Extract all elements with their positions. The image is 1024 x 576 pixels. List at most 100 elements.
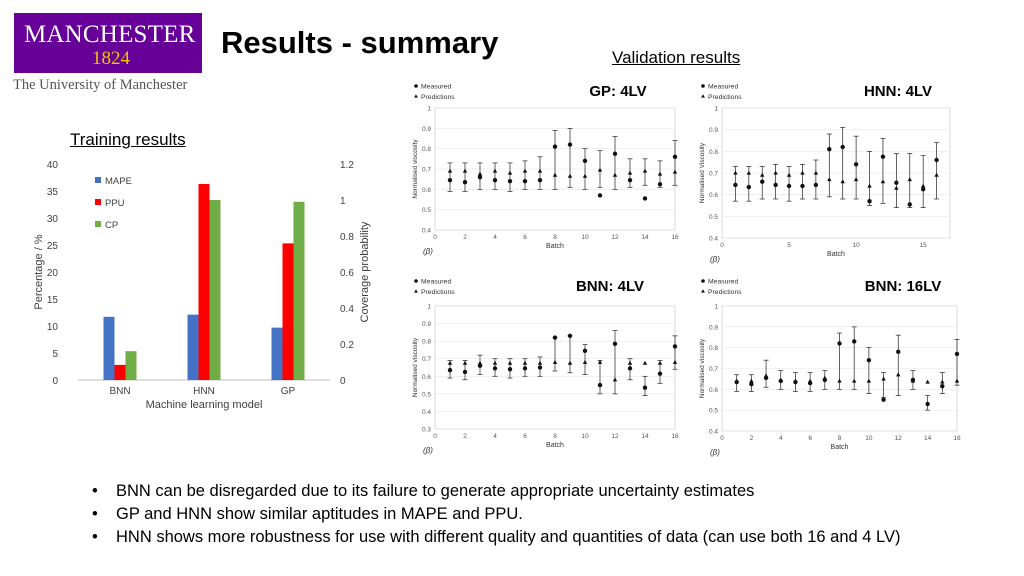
prediction-point (881, 376, 886, 381)
university-name: The University of Manchester (13, 77, 188, 93)
y2-tick-label: 0 (340, 376, 346, 387)
gp-4lv-validation-chart: 0.40.50.60.70.80.910 2 4 6 8 10 12 14 16BatchNor… (412, 83, 679, 256)
y-tick-label: 0 (52, 376, 58, 387)
prediction-point (627, 170, 633, 175)
bar-cp (125, 351, 137, 380)
y-tick-label: 0.8 (709, 149, 718, 156)
prediction-point (925, 379, 930, 384)
x-tick-label: 14 (924, 435, 932, 442)
prediction-point (746, 170, 752, 175)
y-tick-label: 15 (47, 295, 59, 306)
y-tick-label: 0.5 (422, 207, 431, 214)
chart-subtitle: (β) (423, 446, 433, 455)
logo-wordmark: MANCHESTER (24, 21, 196, 48)
legend-label-mape: MAPE (105, 176, 132, 187)
measured-point (954, 351, 960, 357)
prediction-point (954, 378, 960, 383)
measured-point (597, 382, 603, 388)
measured-point (462, 369, 468, 375)
x-tick-label: 16 (671, 234, 679, 241)
measured-point (567, 333, 573, 339)
y-tick-label: 0.9 (709, 127, 718, 134)
legend-swatch-ppu (95, 199, 101, 205)
measured-point (492, 177, 498, 183)
measured-point (734, 379, 739, 385)
y2-tick-label: 0.2 (340, 340, 354, 351)
prediction-point (552, 359, 558, 364)
prediction-point (507, 170, 513, 175)
measured-point (733, 182, 738, 188)
measured-point (537, 177, 543, 183)
prediction-point (522, 360, 528, 365)
y-tick-label: 0.7 (709, 171, 718, 178)
y-tick-label: 0.8 (422, 339, 431, 346)
x-tick-label: 8 (553, 234, 557, 241)
measured-point (880, 154, 886, 159)
measured-point (447, 177, 453, 183)
legend-measured-label: Measured (421, 84, 451, 91)
x-tick-label: 0 (433, 234, 437, 241)
measured-point (778, 378, 783, 384)
x-tick-label: 12 (895, 435, 903, 442)
prediction-point (567, 360, 573, 365)
prediction-point (462, 168, 468, 173)
measured-point (612, 341, 618, 346)
prediction-point (627, 360, 633, 365)
x-tick-label: 14 (641, 433, 649, 440)
measured-point (552, 335, 558, 340)
prediction-point (749, 378, 754, 383)
slide-title: Results - summary (221, 25, 499, 60)
measured-point (657, 182, 663, 187)
prediction-point (582, 359, 588, 364)
x-tick-label: 0 (720, 435, 724, 442)
y-tick-label: 0.8 (422, 146, 431, 153)
prediction-point (597, 359, 603, 364)
legend-swatch-mape (95, 177, 101, 183)
x-tick-label: 16 (671, 433, 679, 440)
y-tick-label: 0.7 (422, 167, 431, 174)
measured-point (896, 349, 901, 355)
x-tick-label: 6 (523, 433, 527, 440)
legend-measured-marker (701, 84, 705, 88)
y-tick-label: 0.4 (709, 429, 718, 436)
y-tick-label: 40 (47, 160, 59, 171)
y-tick-label: 0.7 (709, 366, 718, 373)
chart-title: GP: 4LV (589, 83, 646, 100)
x-tick-label: 0 (720, 242, 724, 249)
measured-point (522, 179, 528, 184)
x-tick-label: 6 (523, 234, 527, 241)
y-tick-label: 0.4 (422, 409, 431, 416)
prediction-point (537, 168, 543, 173)
y-tick-label: 0.6 (422, 374, 431, 381)
prediction-point (612, 377, 618, 382)
bullet-item: HNN shows more robustness for use with d… (86, 526, 946, 549)
prediction-point (552, 172, 558, 177)
bar-cp (293, 201, 305, 380)
prediction-point (567, 173, 573, 178)
legend-predictions-label: Predictions (421, 94, 455, 101)
measured-point (627, 366, 633, 371)
y-tick-label: 1 (714, 304, 718, 311)
measured-point (786, 183, 792, 189)
measured-point (793, 379, 798, 385)
measured-point (462, 180, 468, 185)
y-tick-label: 35 (47, 187, 59, 198)
measured-point (807, 380, 813, 386)
prediction-point (672, 359, 678, 364)
measured-point (642, 385, 648, 390)
prediction-point (477, 171, 483, 176)
measured-point (749, 381, 754, 387)
y-axis-title: Normalised viscosity (412, 139, 419, 199)
measured-point (910, 377, 916, 383)
x-tick-label: 12 (611, 433, 619, 440)
y2-axis-title: Coverage probability (359, 221, 371, 322)
bar-mape (187, 314, 199, 380)
legend-predictions-marker (701, 289, 705, 293)
legend-measured-marker (701, 279, 705, 283)
measured-point (552, 144, 558, 149)
measured-point (763, 375, 769, 381)
measured-point (597, 193, 603, 198)
bnn-16lv-validation-chart: 0.40.50.60.70.80.910 2 4 6 8 10 12 14 16BatchNor… (699, 278, 961, 457)
x-tick-label: BNN (109, 386, 130, 397)
x-tick-label: 14 (641, 234, 649, 241)
